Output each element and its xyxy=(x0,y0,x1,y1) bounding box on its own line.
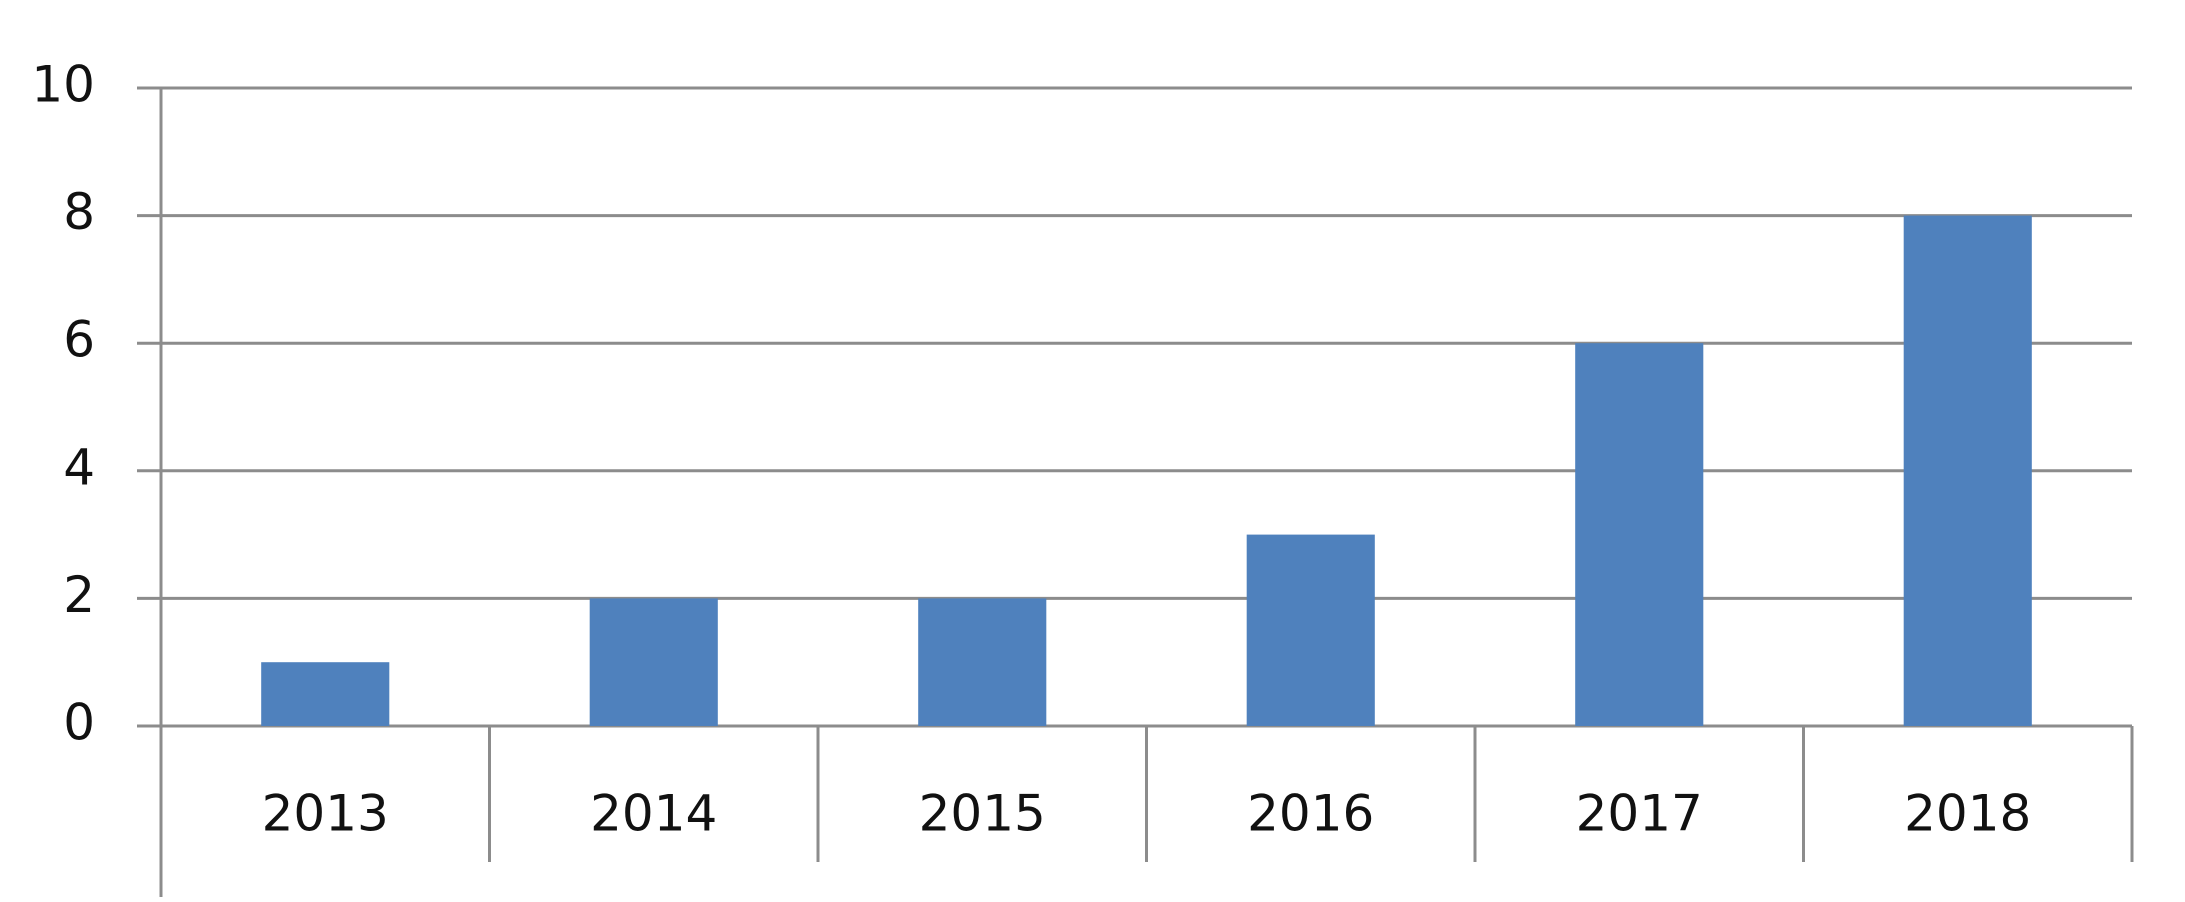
x-tick-label: 2014 xyxy=(590,785,717,843)
y-tick-label: 0 xyxy=(63,694,95,752)
bar xyxy=(589,598,718,726)
bar xyxy=(1903,215,2032,726)
x-tick-label: 2013 xyxy=(262,785,389,843)
bar xyxy=(1575,343,1704,726)
y-tick-label: 2 xyxy=(63,566,95,624)
x-tick-label: 2018 xyxy=(1904,785,2031,843)
x-tick-label: 2015 xyxy=(919,785,1046,843)
y-tick-label: 8 xyxy=(63,183,95,241)
y-tick-label: 10 xyxy=(31,56,95,114)
bar xyxy=(1246,534,1375,726)
y-tick-label: 4 xyxy=(63,438,95,496)
bar xyxy=(918,598,1047,726)
y-tick-label: 6 xyxy=(63,311,95,369)
x-tick-label: 2017 xyxy=(1576,785,1703,843)
bar xyxy=(261,662,390,726)
x-tick-label: 2016 xyxy=(1247,785,1374,843)
